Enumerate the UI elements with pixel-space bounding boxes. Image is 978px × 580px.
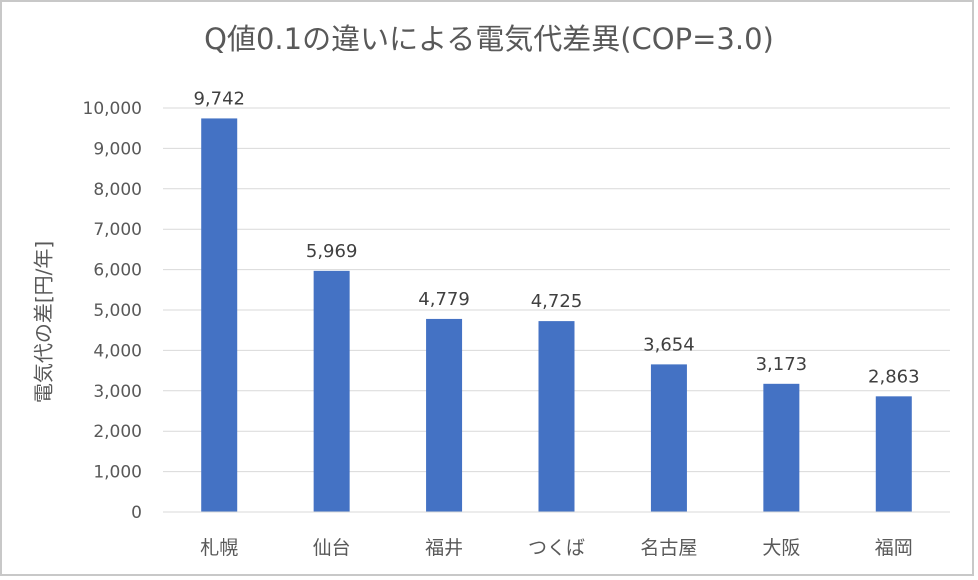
bar [313,270,350,512]
x-category-label: 札幌 [200,537,238,559]
bar [538,321,575,512]
chart-title: Q値0.1の違いによる電気代差異(COP=3.0) [204,22,774,56]
y-tick-label: 10,000 [83,99,142,119]
x-category-label: 福井 [425,537,463,559]
y-tick-label: 7,000 [93,220,142,240]
y-tick-label: 6,000 [93,261,142,281]
y-tick-label: 1,000 [93,463,142,483]
y-tick-label: 5,000 [93,301,142,321]
data-label: 9,742 [193,88,245,109]
x-category-label: 仙台 [313,537,351,559]
data-label: 2,863 [868,366,920,387]
y-tick-label: 9,000 [93,139,142,159]
y-tick-label: 2,000 [93,422,142,442]
x-category-label: 名古屋 [640,537,697,559]
y-tick-label: 3,000 [93,382,142,402]
x-category-label: 大阪 [762,537,800,559]
data-label: 3,173 [756,354,808,375]
y-tick-label: 0 [131,503,142,523]
bar [426,318,463,512]
x-category-label: 福岡 [875,537,913,559]
x-axis-categories: 札幌 仙台 福井 つくば 名古屋 大阪 福岡 [200,537,913,559]
y-tick-label: 4,000 [93,341,142,361]
data-label: 4,779 [418,289,470,310]
bars [201,118,912,512]
bar [201,118,238,512]
y-axis-ticks: 0 1,000 2,000 3,000 4,000 5,000 6,000 7,000 8,00… [83,99,142,523]
data-label: 5,969 [306,241,358,262]
bar [763,383,800,512]
data-label: 3,654 [643,334,695,355]
bar [875,396,912,512]
x-category-label: つくば [528,537,585,559]
data-label: 4,725 [531,291,583,312]
data-labels: 9,742 5,969 4,779 4,725 3,654 3,173 2,863 [193,88,919,387]
bar [650,364,687,512]
y-tick-label: 8,000 [93,180,142,200]
